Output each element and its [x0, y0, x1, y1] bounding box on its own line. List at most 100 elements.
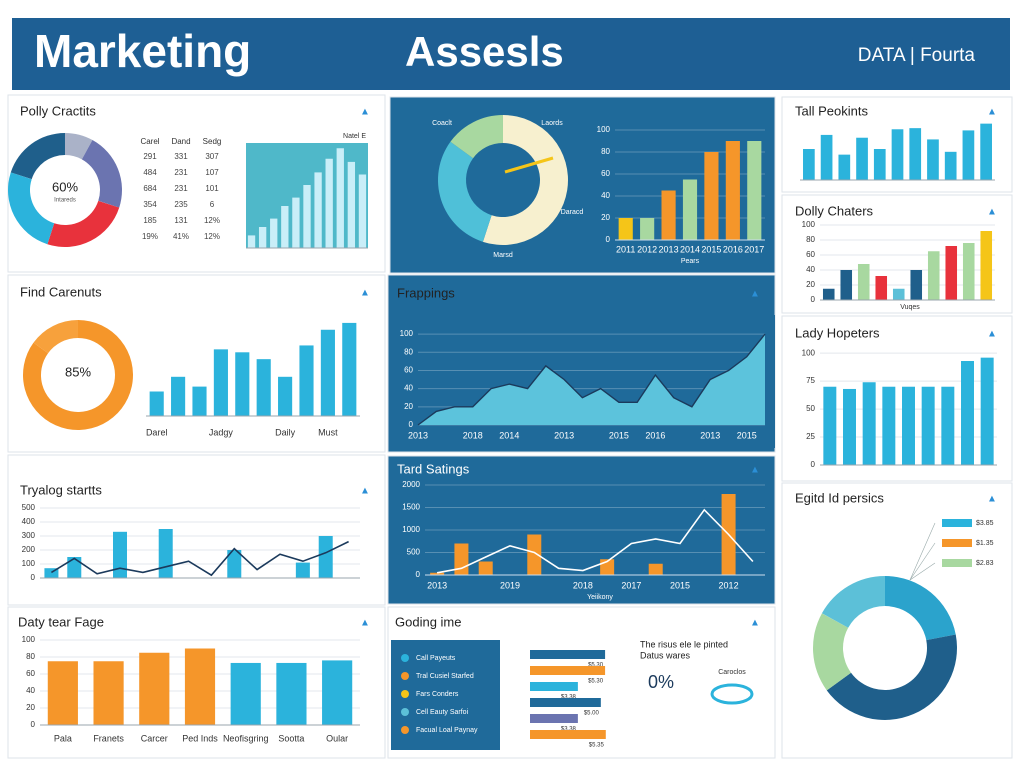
- legend-dot: [401, 654, 409, 662]
- donut-label: Coaclt: [432, 120, 452, 127]
- x-tick-label: 2016: [723, 244, 743, 254]
- bar: [856, 137, 868, 180]
- x-tick-label: 2015: [670, 580, 690, 590]
- hbar: [530, 666, 606, 675]
- value-label: $3.38: [561, 727, 577, 733]
- panel-icon[interactable]: ▲: [360, 107, 370, 118]
- y-tick-label: 80: [601, 147, 610, 156]
- panel-icon[interactable]: ▲: [987, 207, 997, 218]
- x-tick-label: 2018: [573, 580, 593, 590]
- legend-swatch: [942, 559, 972, 567]
- x-tick-label: 2017: [744, 244, 764, 254]
- panel-icon[interactable]: ▲: [987, 329, 997, 340]
- panel-icon[interactable]: ▲: [360, 618, 370, 629]
- y-tick-label: 80: [404, 347, 413, 356]
- panel-icon[interactable]: ▲: [360, 288, 370, 299]
- gauge-icon: [710, 683, 754, 705]
- table-cell: 684: [143, 184, 157, 193]
- bar: [944, 151, 957, 180]
- bar: [322, 660, 353, 725]
- center-label: 60%: [52, 179, 78, 194]
- bar: [725, 141, 740, 240]
- bar: [891, 129, 904, 180]
- x-tick-label: 2015: [609, 430, 629, 440]
- x-tick-label: 2016: [645, 430, 665, 440]
- table-cell: 41%: [173, 232, 189, 241]
- note-2: Datus wares: [640, 650, 691, 660]
- bar: [314, 172, 322, 248]
- table-cell: 235: [174, 200, 188, 209]
- y-tick-label: 300: [22, 531, 36, 540]
- panel-icon[interactable]: ▲: [987, 107, 997, 118]
- x-tick-label: 2014: [499, 430, 519, 440]
- table-cell: 354: [143, 200, 157, 209]
- table-cell: 19%: [142, 232, 158, 241]
- x-tick-label: Oular: [326, 733, 348, 743]
- x-axis-label: Vuqes: [900, 304, 920, 311]
- center-sub: Intareds: [54, 198, 76, 204]
- bar: [921, 386, 935, 465]
- y-tick-label: 25: [806, 432, 815, 441]
- donut-segment: [10, 133, 65, 180]
- panel: [387, 455, 776, 605]
- table-cell: 231: [174, 184, 188, 193]
- legend-label: Fars Conders: [416, 691, 459, 698]
- big-figure: 0%: [648, 672, 674, 692]
- bar: [875, 276, 888, 300]
- bar: [342, 322, 357, 416]
- bar: [281, 206, 289, 248]
- bar: [980, 123, 992, 180]
- y-tick-label: 500: [22, 503, 36, 512]
- donut-segment: [885, 576, 956, 641]
- bar: [320, 329, 335, 416]
- y-tick-label: 75: [806, 376, 815, 385]
- bar: [325, 158, 333, 248]
- y-tick-label: 100: [22, 635, 36, 644]
- bar: [303, 185, 311, 248]
- table-header: Dand: [171, 137, 190, 146]
- bar: [454, 543, 469, 575]
- x-tick-label: 2012: [637, 244, 657, 254]
- legend-dot: [401, 690, 409, 698]
- x-tick-label: Pala: [54, 733, 72, 743]
- bar: [840, 270, 853, 300]
- legend-dot: [401, 726, 409, 734]
- bar: [256, 359, 271, 416]
- area: [418, 334, 765, 425]
- table-cell: 484: [143, 168, 157, 177]
- table-cell: 185: [143, 216, 157, 225]
- x-tick-label: 2015: [737, 430, 757, 440]
- y-tick-label: 60: [26, 669, 35, 678]
- donut-segment: [65, 133, 93, 160]
- x-tick-label: Carcer: [141, 733, 168, 743]
- y-tick-label: 500: [407, 548, 421, 557]
- value-label: $5.30: [588, 679, 604, 685]
- panel-icon[interactable]: ▲: [750, 289, 760, 300]
- panel-title: Polly Cractits: [20, 103, 96, 118]
- donut-segment: [821, 576, 885, 628]
- y-tick-label: 0: [606, 235, 611, 244]
- y-tick-label: 100: [22, 559, 36, 568]
- y-tick-label: 40: [26, 686, 35, 695]
- x-tick-label: 2013: [554, 430, 574, 440]
- y-tick-label: 100: [802, 348, 816, 357]
- bar: [873, 149, 886, 180]
- legend-label: $2.83: [976, 560, 994, 567]
- bar: [270, 218, 278, 248]
- panel-icon[interactable]: ▲: [750, 465, 760, 476]
- bar: [247, 235, 256, 248]
- panel-title: Tall Peokints: [795, 103, 868, 118]
- bar: [93, 661, 124, 725]
- value-label: $5.30: [588, 663, 604, 669]
- y-tick-label: 0: [31, 720, 36, 729]
- x-tick-label: Must: [318, 427, 338, 437]
- y-tick-label: 20: [26, 703, 35, 712]
- legend-label: Call Payeuts: [416, 655, 456, 662]
- panel-icon[interactable]: ▲: [750, 618, 760, 629]
- panel-icon[interactable]: ▲: [987, 494, 997, 505]
- x-tick-label: Darel: [146, 427, 168, 437]
- hbar: [530, 714, 578, 723]
- panel-icon[interactable]: ▲: [360, 486, 370, 497]
- bar: [213, 349, 228, 416]
